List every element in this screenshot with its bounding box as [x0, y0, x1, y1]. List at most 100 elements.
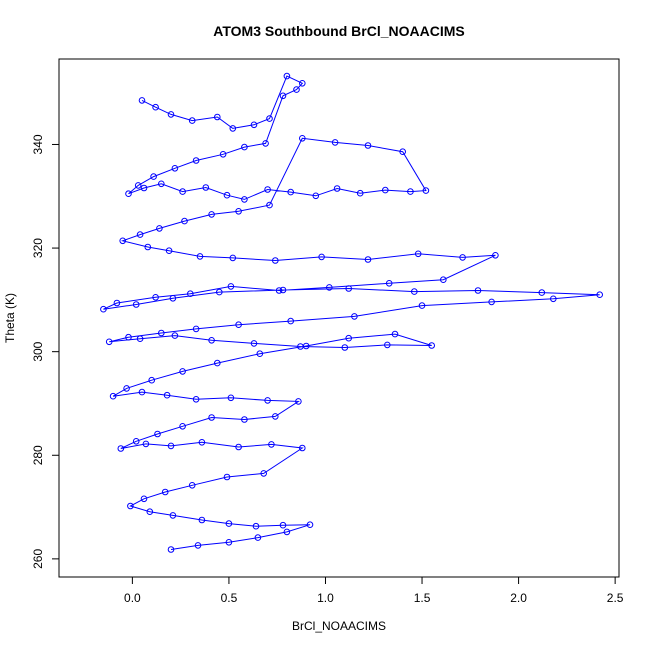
data-point	[254, 534, 262, 541]
data-point	[208, 211, 215, 218]
data-point	[192, 396, 200, 403]
data-point	[223, 191, 231, 199]
data-point	[119, 237, 126, 245]
data-point	[134, 182, 142, 189]
data-point	[169, 295, 177, 302]
data-point	[279, 286, 287, 294]
data-point	[262, 140, 269, 147]
data-point	[302, 342, 310, 350]
data-point	[272, 413, 279, 420]
data-point	[295, 398, 302, 405]
data-point	[382, 186, 389, 194]
data-point	[194, 542, 202, 549]
data-point	[287, 188, 295, 196]
data-point	[356, 189, 364, 197]
data-point	[167, 442, 175, 450]
data-point	[105, 338, 113, 346]
data-point	[132, 301, 140, 308]
data-point	[225, 520, 233, 527]
data-point	[161, 488, 169, 496]
data-point	[391, 330, 399, 338]
x-tick-label: 1.5	[414, 591, 431, 605]
data-point	[146, 508, 154, 516]
data-point	[235, 443, 242, 451]
data-point	[181, 217, 188, 225]
data-point	[136, 231, 144, 238]
data-point	[214, 113, 221, 121]
data-point	[125, 190, 132, 197]
data-point	[474, 287, 482, 294]
data-point	[364, 142, 372, 149]
data-point	[241, 416, 248, 423]
y-tick-label: 260	[31, 549, 45, 569]
data-point	[235, 208, 242, 215]
y-tick-label: 340	[31, 134, 45, 154]
data-point	[538, 289, 546, 296]
data-point	[100, 305, 107, 313]
data-point	[268, 441, 275, 448]
data-point	[266, 201, 273, 209]
data-point	[283, 72, 291, 80]
data-point	[351, 313, 358, 320]
data-point	[256, 350, 264, 358]
data-point	[345, 334, 353, 342]
data-point	[208, 414, 215, 421]
data-point	[179, 368, 186, 375]
data-point	[287, 317, 295, 325]
data-point	[488, 298, 495, 306]
data-layer	[100, 72, 604, 553]
data-point	[414, 250, 422, 258]
data-point	[407, 188, 414, 195]
x-tick-label: 1.0	[317, 591, 334, 605]
data-point	[158, 180, 165, 188]
data-point	[227, 283, 235, 290]
x-tick-label: 2.0	[510, 591, 527, 605]
data-point	[125, 333, 132, 341]
data-point	[272, 257, 279, 264]
data-point	[138, 97, 146, 104]
data-point	[260, 470, 268, 477]
series-line	[103, 75, 600, 550]
data-point	[418, 302, 426, 309]
data-point	[214, 359, 221, 367]
data-point	[341, 344, 349, 351]
data-point	[279, 92, 287, 100]
data-point	[171, 165, 179, 172]
data-point	[171, 332, 179, 339]
data-point	[299, 444, 306, 452]
data-point	[198, 516, 206, 524]
data-point	[152, 103, 159, 111]
data-point	[275, 287, 283, 294]
data-point	[306, 521, 314, 529]
data-point	[167, 111, 175, 118]
y-tick-label: 300	[31, 341, 45, 361]
data-point	[163, 391, 171, 399]
data-point	[318, 253, 325, 261]
data-point	[399, 148, 407, 155]
data-point	[216, 288, 223, 296]
y-tick-label: 320	[31, 238, 45, 258]
data-point	[364, 256, 372, 263]
data-point	[192, 325, 200, 333]
data-point	[229, 125, 237, 132]
data-point	[293, 86, 300, 93]
data-point	[299, 135, 306, 142]
y-tick-label: 280	[31, 445, 45, 465]
data-point	[241, 143, 248, 151]
data-point	[223, 473, 231, 481]
data-point	[385, 280, 393, 287]
data-point	[264, 186, 271, 193]
x-axis-label: BrCl_NOAACIMS	[292, 619, 386, 633]
data-point	[127, 502, 134, 510]
data-point	[152, 294, 159, 301]
data-point	[140, 495, 148, 503]
y-axis: 260 280 300 320 340	[31, 134, 60, 569]
data-point	[148, 376, 155, 384]
data-point	[264, 397, 271, 404]
data-point	[283, 528, 291, 536]
data-point	[384, 341, 391, 349]
chart-title: ATOM3 Southbound BrCl_NOAACIMS	[213, 23, 464, 39]
data-point	[154, 430, 161, 438]
data-point	[596, 291, 604, 299]
